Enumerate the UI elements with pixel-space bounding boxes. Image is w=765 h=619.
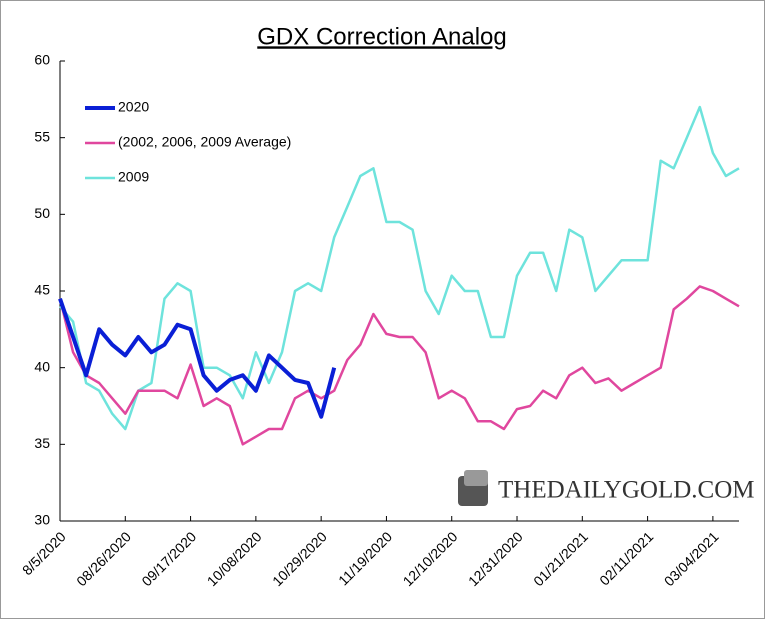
series-line bbox=[58, 298, 337, 419]
y-tick-label: 55 bbox=[34, 128, 50, 144]
legend-label: 2020 bbox=[118, 99, 149, 115]
y-tick-label: 30 bbox=[34, 512, 50, 528]
y-tick-label: 45 bbox=[34, 282, 50, 298]
watermark: THEDAILYGOLD.COM bbox=[498, 477, 755, 504]
y-tick-label: 60 bbox=[34, 52, 50, 68]
watermark-logo bbox=[458, 470, 488, 506]
legend-label: (2002, 2006, 2009 Average) bbox=[118, 134, 291, 150]
series-line bbox=[58, 285, 740, 446]
series-line bbox=[59, 105, 740, 431]
chart-title: GDX Correction Analog bbox=[257, 23, 506, 50]
y-tick-label: 50 bbox=[34, 205, 50, 221]
y-tick-label: 35 bbox=[34, 435, 50, 451]
legend-label: 2009 bbox=[118, 169, 149, 185]
y-tick-label: 40 bbox=[34, 358, 50, 374]
